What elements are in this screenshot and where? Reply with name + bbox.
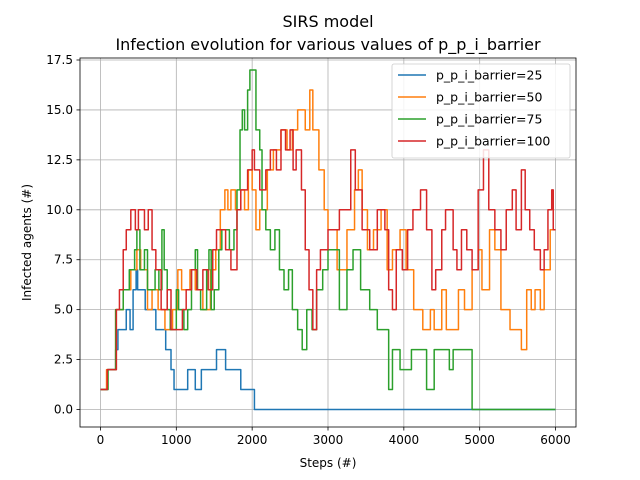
x-tick-label: 4000 [389,433,420,447]
series-line-3 [100,69,556,411]
y-tick-label: 17.5 [46,53,73,67]
y-axis-label: Infected agents (#) [20,184,34,301]
legend-label-2: p_p_i_barrier=50 [436,90,542,105]
y-tick-label: 2.5 [54,353,73,367]
legend-label-3: p_p_i_barrier=75 [436,112,542,127]
y-tick-label: 12.5 [46,153,73,167]
chart-title: SIRS model [282,12,373,31]
y-tick-label: 10.0 [46,203,73,217]
y-axis: 0.0 2.5 5.0 7.5 10.0 12.5 15.0 17.5 [46,53,80,417]
chart-subtitle: Infection evolution for various values o… [115,35,541,55]
legend: p_p_i_barrier=25 p_p_i_barrier=50 p_p_i_ba… [391,63,571,159]
series-line-1 [100,268,556,411]
x-tick-label: 2000 [237,433,268,447]
x-tick-label: 1000 [161,433,192,447]
y-tick-label: 15.0 [46,103,73,117]
legend-box [391,63,571,159]
y-tick-label: 7.5 [54,253,73,267]
x-tick-label: 3000 [313,433,344,447]
x-tick-label: 5000 [464,433,495,447]
x-tick-label: 6000 [540,433,571,447]
x-tick-label: 0 [97,433,105,447]
legend-label-1: p_p_i_barrier=25 [436,68,542,83]
plot-area [100,69,556,411]
series-line-4 [100,129,556,391]
legend-label-4: p_p_i_barrier=100 [436,134,550,149]
y-tick-label: 5.0 [54,303,73,317]
x-axis: 0 1000 2000 3000 4000 5000 6000 [97,427,571,447]
y-tick-label: 0.0 [54,403,73,417]
x-axis-label: Steps (#) [300,456,357,470]
